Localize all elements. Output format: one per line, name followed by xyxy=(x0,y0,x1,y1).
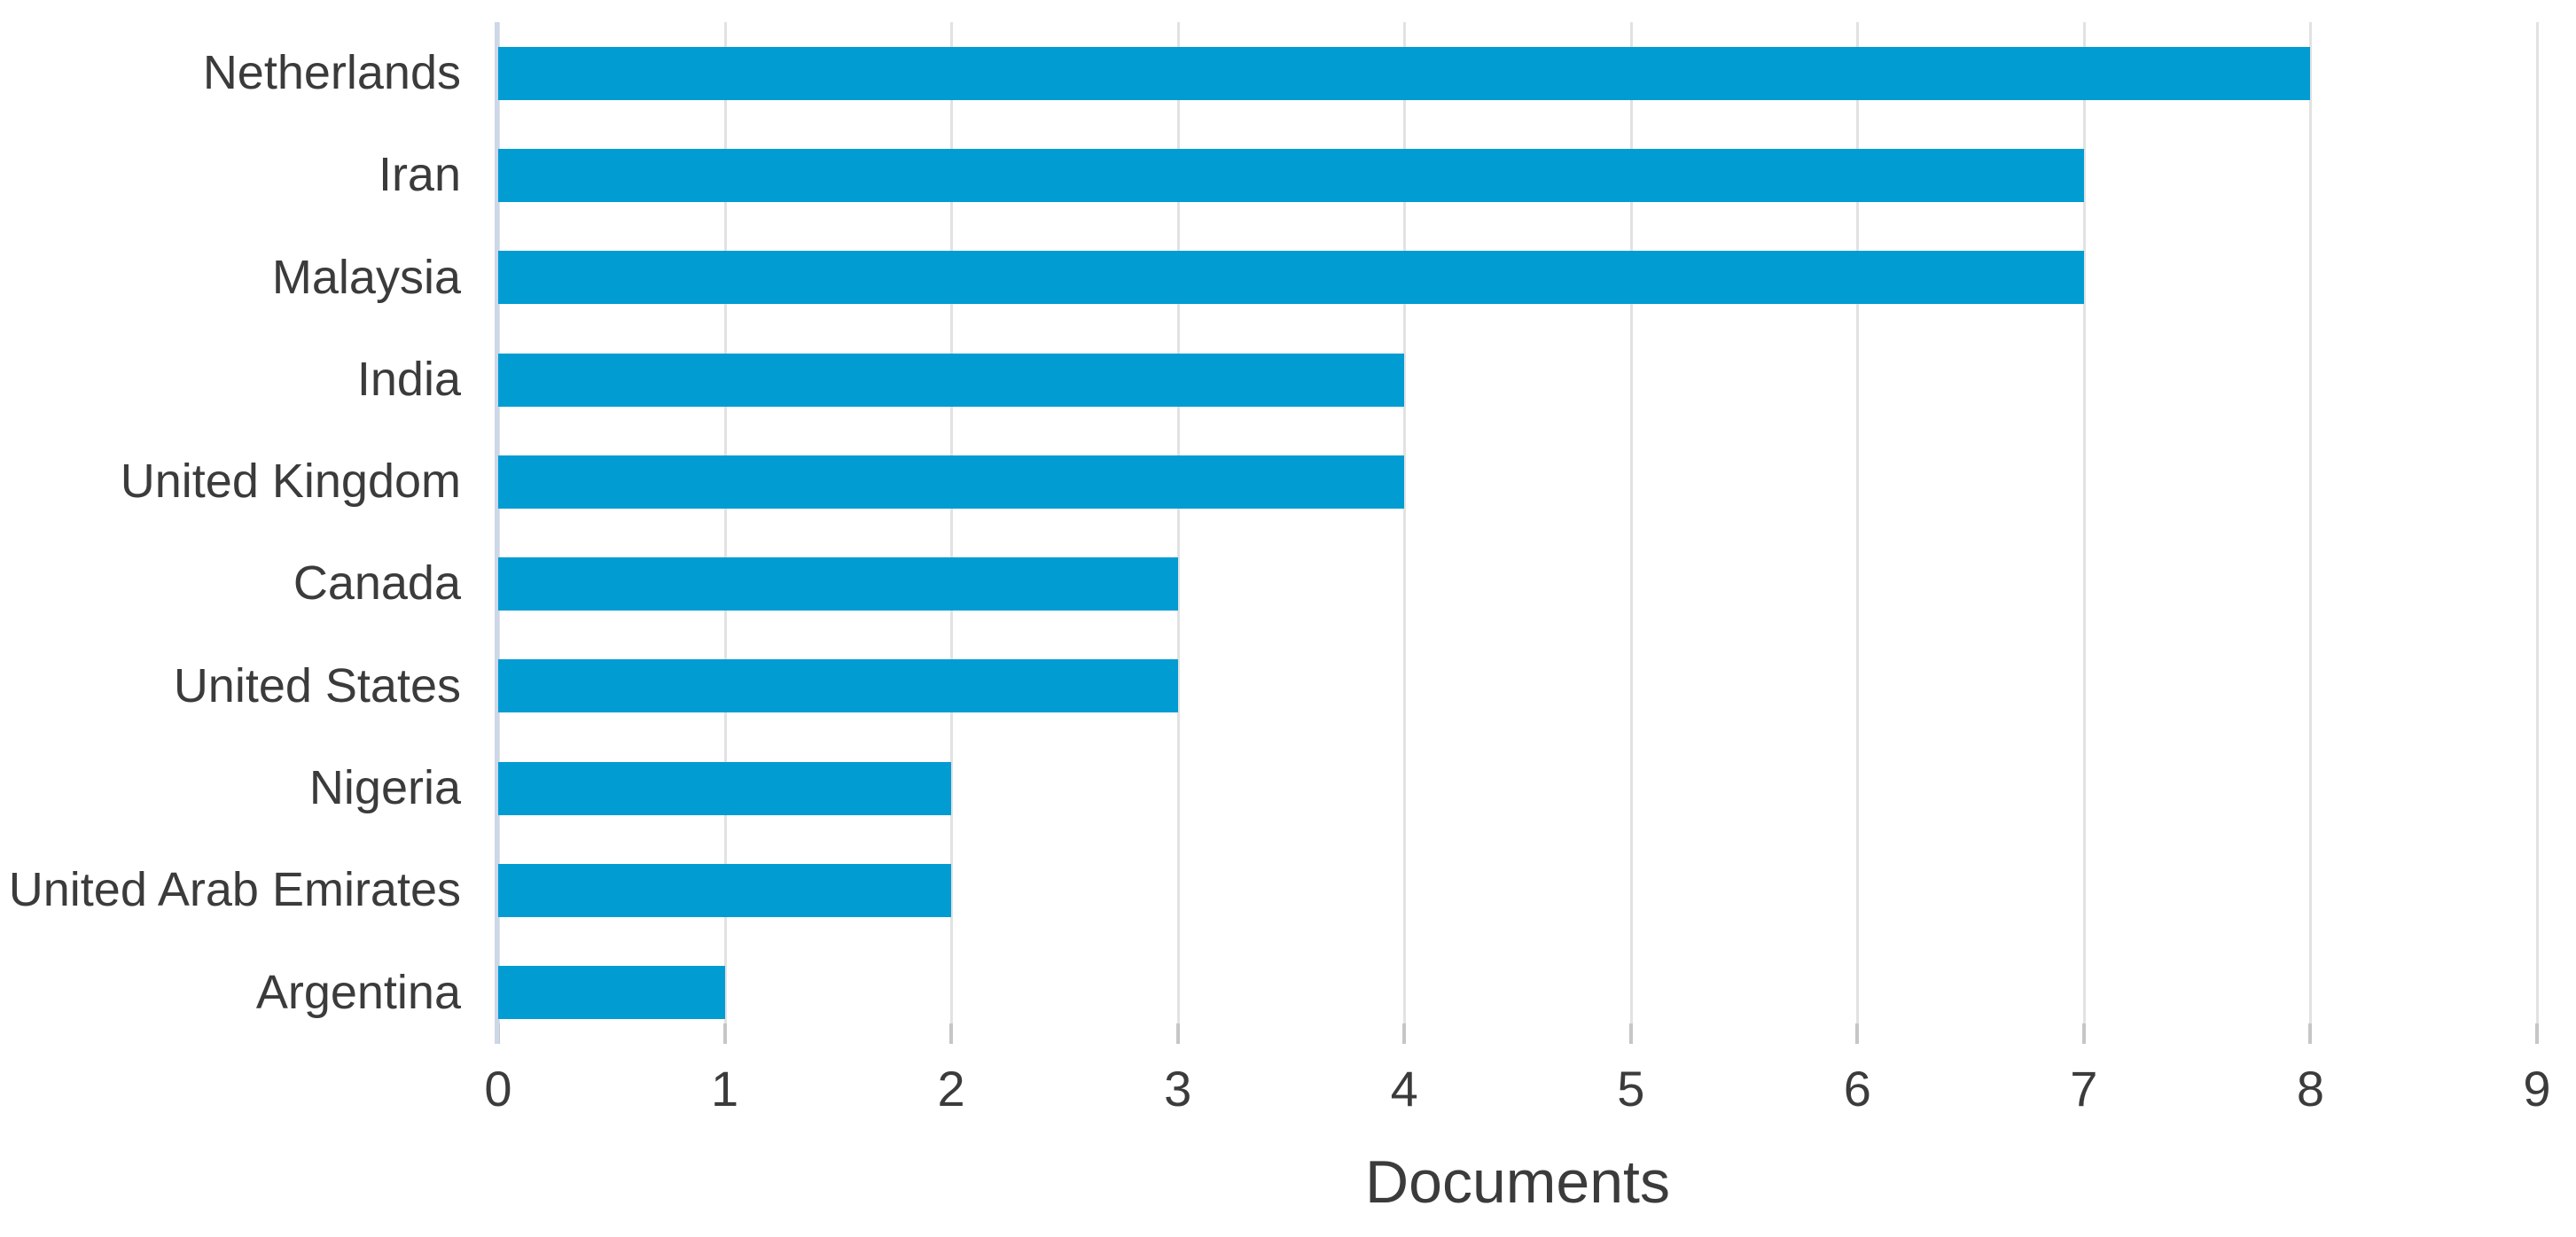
x-tick-label-3: 3 xyxy=(1164,1061,1192,1116)
bar-united-kingdom[interactable] xyxy=(498,455,1405,509)
x-tick-label-1: 1 xyxy=(710,1061,739,1116)
x-tick-label-4: 4 xyxy=(1390,1061,1418,1116)
x-tick-mark xyxy=(2081,1023,2086,1044)
gridline-6 xyxy=(1855,22,1860,1044)
x-tick-mark xyxy=(1402,1023,1407,1044)
x-tick-mark xyxy=(1175,1023,1180,1044)
row-india: India xyxy=(0,329,2537,431)
y-axis-line xyxy=(495,22,499,1044)
bar-canada[interactable] xyxy=(498,557,1178,611)
bar-track xyxy=(498,737,2537,839)
x-tick-mark xyxy=(949,1023,954,1044)
bar-track xyxy=(498,124,2537,226)
row-nigeria: Nigeria xyxy=(0,737,2537,839)
bar-united-states[interactable] xyxy=(498,659,1178,713)
x-tick-mark xyxy=(1628,1023,1633,1044)
gridline-7 xyxy=(2081,22,2086,1044)
x-tick-label-5: 5 xyxy=(1617,1061,1645,1116)
bar-track xyxy=(498,533,2537,634)
category-label: India xyxy=(356,352,461,406)
x-tick-label-8: 8 xyxy=(2296,1061,2325,1116)
row-netherlands: Netherlands xyxy=(0,22,2537,124)
bar-nigeria[interactable] xyxy=(498,761,952,815)
x-axis-title: Documents xyxy=(1365,1148,1670,1216)
bar-india[interactable] xyxy=(498,353,1405,407)
gridline-2 xyxy=(949,22,954,1044)
x-tick-label-0: 0 xyxy=(484,1061,512,1116)
x-tick-mark xyxy=(722,1023,727,1044)
category-label: Netherlands xyxy=(202,45,461,99)
category-label: Argentina xyxy=(255,965,461,1019)
x-tick-label-7: 7 xyxy=(2070,1061,2098,1116)
x-tick-mark xyxy=(2535,1023,2539,1044)
x-tick-mark xyxy=(1855,1023,1860,1044)
x-axis-tick-labels: 0 1 2 3 4 5 6 7 8 9 xyxy=(484,1060,2550,1122)
category-label: Canada xyxy=(293,556,461,611)
bar-track xyxy=(498,22,2537,124)
bar-netherlands[interactable] xyxy=(498,46,2311,100)
bar-track xyxy=(498,635,2537,737)
bar-rows: Netherlands Iran Malaysia India United K… xyxy=(0,22,2537,1044)
category-label: United Arab Emirates xyxy=(8,863,461,917)
bar-iran[interactable] xyxy=(498,148,2084,202)
category-label: Nigeria xyxy=(308,761,461,815)
bar-track xyxy=(498,839,2537,941)
plot-area xyxy=(495,22,2539,1044)
bar-united-arab-emirates[interactable] xyxy=(498,864,952,918)
bar-argentina[interactable] xyxy=(498,966,725,1020)
row-united-kingdom: United Kingdom xyxy=(0,431,2537,533)
bar-track xyxy=(498,431,2537,533)
gridline-4 xyxy=(1402,22,1407,1044)
bar-malaysia[interactable] xyxy=(498,251,2084,305)
row-united-states: United States xyxy=(0,635,2537,737)
category-label: Iran xyxy=(378,148,461,202)
gridline-3 xyxy=(1175,22,1180,1044)
gridline-1 xyxy=(722,22,727,1044)
gridline-8 xyxy=(2308,22,2313,1044)
x-tick-label-6: 6 xyxy=(1843,1061,1871,1116)
row-argentina: Argentina xyxy=(0,942,2537,1044)
row-united-arab-emirates: United Arab Emirates xyxy=(0,839,2537,941)
category-label: United States xyxy=(173,658,461,712)
gridline-5 xyxy=(1628,22,1633,1044)
gridline-9 xyxy=(2535,22,2539,1044)
row-iran: Iran xyxy=(0,124,2537,226)
bar-track xyxy=(498,942,2537,1044)
row-canada: Canada xyxy=(0,533,2537,634)
x-tick-label-9: 9 xyxy=(2523,1061,2551,1116)
x-tick-label-2: 2 xyxy=(937,1061,965,1116)
bar-track xyxy=(498,329,2537,431)
category-label: United Kingdom xyxy=(120,455,461,509)
x-tick-mark xyxy=(2308,1023,2313,1044)
bar-track xyxy=(498,227,2537,329)
category-label: Malaysia xyxy=(271,250,461,304)
row-malaysia: Malaysia xyxy=(0,227,2537,329)
